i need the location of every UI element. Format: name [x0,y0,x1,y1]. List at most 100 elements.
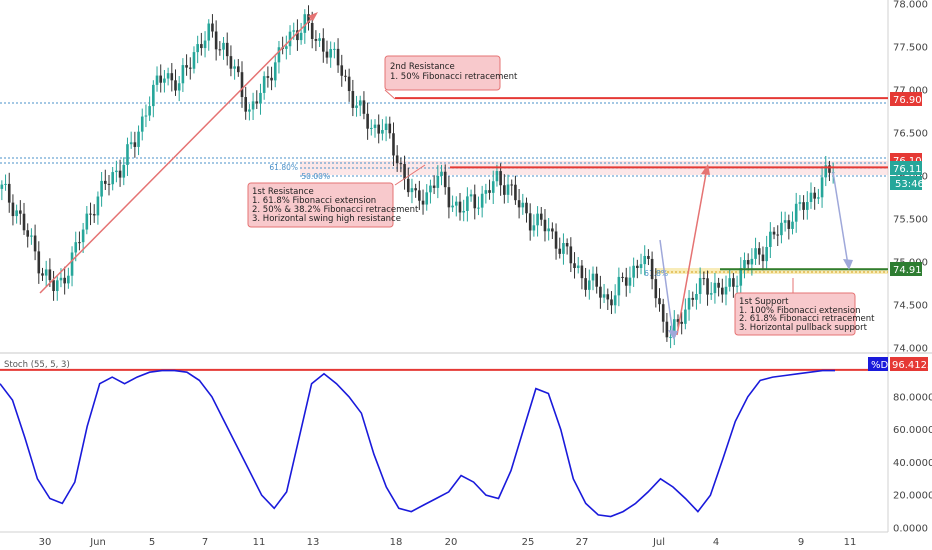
candle-body [366,113,369,129]
candle-body [802,202,805,210]
candle-body [248,109,251,112]
candle-body [214,31,218,50]
candle-body [4,183,7,185]
candle-body [480,193,484,208]
forecast-down-arrow [832,171,849,266]
y-tick-label: 77.000 [893,86,928,97]
candle-body [776,234,780,236]
candle-body [584,278,587,290]
candle-body [687,297,691,310]
candle-body [107,183,111,185]
candle-body [333,48,336,50]
candle-body [399,163,403,165]
candle-body [37,251,41,274]
candle-body [602,294,606,298]
candle-body [454,201,458,206]
x-tick-label: 13 [307,537,320,548]
annotation-title: 1st Resistance [252,187,314,197]
candle-body [159,75,163,83]
candle-body [477,207,480,209]
x-tick-label: 27 [576,537,589,548]
candle-body [78,242,81,244]
candle-body [565,243,569,247]
candle-body [462,210,465,213]
candle-body [558,248,562,254]
candle-body [824,165,828,178]
candle-body [654,279,658,299]
candle-body [388,123,392,134]
candle-body [33,235,37,252]
x-tick-label: 4 [713,537,719,548]
candle-body [81,229,85,243]
candle-body [672,319,676,337]
x-tick-label: 11 [844,537,857,548]
candle-body [148,106,151,116]
candle-body [336,48,340,66]
candle-body [251,101,255,110]
candle-body [347,76,351,92]
candle-body [118,170,122,178]
candle-body [44,269,48,276]
candle-body [813,192,816,199]
projection-up-arrowhead [701,164,710,175]
candle-body [495,171,499,182]
x-tick-label: 20 [445,537,458,548]
candle-body [296,30,299,41]
candle-body [451,205,454,208]
annotation-title: 1st Support [739,297,789,307]
candle-body [70,252,74,276]
annotation-line: 2. 50% & 38.2% Fibonacci retracement [252,205,419,215]
candle-body [196,44,199,53]
forecast-down-arrowhead [843,259,853,270]
candle-body [532,225,536,231]
candle-body [41,273,44,276]
y-tick-label: 76.500 [893,129,928,140]
candle-body [181,65,185,84]
candle-body [632,265,635,278]
candle-body [447,187,451,208]
candle-body [469,194,473,197]
candle-body [358,100,362,106]
candle-body [166,73,170,79]
candle-body [709,293,713,295]
candle-body [639,264,643,269]
annotation-1st-support: 1st Support 1. 100% Fibonacci extension … [734,292,875,336]
candle-body [288,31,292,47]
candle-body [137,131,140,147]
candle-body [787,220,791,229]
candle-body [225,42,229,57]
candle-body [22,213,26,231]
candle-body [144,115,148,117]
candle-body [798,202,802,204]
candle-body [126,144,129,165]
candle-body [244,97,247,112]
candle-body [103,180,107,184]
candle-body [624,277,628,286]
candle-body [698,278,702,294]
candle-body [321,38,325,52]
candle-body [15,210,18,217]
candle-body [551,228,554,232]
x-tick-label: 25 [522,537,535,548]
candle-body [96,196,100,216]
candle-body [314,38,318,41]
candle-body [695,293,698,300]
badge-1st-support: 74.916 [890,262,928,276]
candle-body [19,210,22,214]
candle-body [351,91,355,108]
candle-body [809,192,813,202]
candle-body [177,83,181,91]
x-tick-label: 18 [390,537,403,548]
annotation-line: 3. Horizontal swing high resistance [252,214,401,224]
candle-body [757,248,761,255]
callout-connector-1 [394,164,426,186]
candle-body [373,124,377,128]
candle-body [510,184,514,186]
candle-body [285,46,288,49]
candle-body [684,309,687,324]
candle-body [750,258,754,265]
candle-body [163,78,166,83]
candle-body [410,188,414,193]
candle-body [721,287,724,295]
